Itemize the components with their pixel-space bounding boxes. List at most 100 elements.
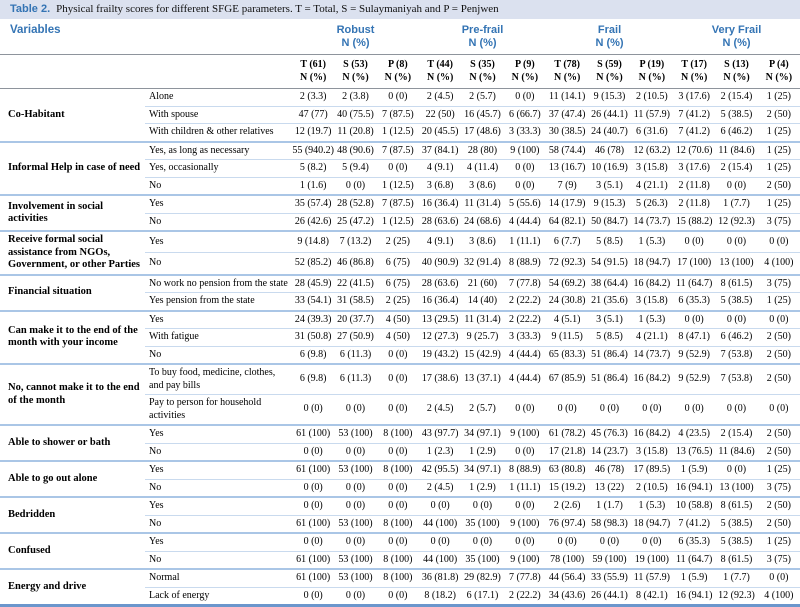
value-cell: 0 (0) xyxy=(461,532,504,551)
value-cell: 53 (100) xyxy=(334,460,377,479)
value-cell: 1 (25) xyxy=(757,292,800,311)
value-cell: 61 (78.2) xyxy=(546,424,589,443)
value-cell: 4 (50) xyxy=(376,328,420,346)
variable-group-label: Confused xyxy=(0,532,145,569)
column-header-top: P (4) xyxy=(768,59,789,70)
value-cell: 2 (10.5) xyxy=(630,478,674,497)
table-row: Yes, occasionally 5 (8.2) 5 (9.4) 0 (0) 4 (9… xyxy=(0,159,800,177)
table-row: With children & other relatives 12 (19.7)… xyxy=(0,123,800,142)
table-row: Informal Help in case of need Yes, as lon… xyxy=(0,140,800,195)
value-cell: 40 (90.9) xyxy=(419,252,462,275)
value-cell: 8 (18.2) xyxy=(419,586,462,606)
value-cell: 3 (17.6) xyxy=(678,91,711,102)
value-cell: 1 (1.7) xyxy=(588,496,631,515)
value-cell: 5 (38.5) xyxy=(715,292,758,311)
value-cell: 0 (0) xyxy=(376,442,420,461)
value-cell: 1 (11.1) xyxy=(503,230,546,253)
value-cell: 38 (64.4) xyxy=(588,273,631,293)
value-cell: 6 (46.2) xyxy=(715,123,758,142)
column-header-4: S (35) N (%) xyxy=(461,54,504,89)
value-cell: 7 (87.5) xyxy=(376,140,420,160)
column-header-10: S (13) N (%) xyxy=(715,54,758,89)
value-cell: 17 (38.6) xyxy=(419,363,462,395)
value-cell: 0 (0) xyxy=(376,159,420,177)
value-cell: 0 (0) xyxy=(376,586,420,606)
value-cell: 1 (7.7) xyxy=(715,568,758,587)
frailty-group-header-frail: Frail N (%) xyxy=(546,19,674,55)
value-cell: 12 (92.3) xyxy=(715,212,758,231)
column-header-top: P (19) xyxy=(639,59,665,70)
row-label: Normal xyxy=(145,568,293,587)
row-label: No xyxy=(145,252,293,275)
value-cell: 17 (48.6) xyxy=(461,123,504,142)
value-cell: 1 (5.3) xyxy=(630,230,674,253)
row-label: No xyxy=(145,176,293,195)
value-cell: 3 (8.6) xyxy=(461,176,504,195)
variable-group-label: Involvement in social activities xyxy=(0,194,145,231)
value-cell: 35 (100) xyxy=(461,514,504,533)
value-cell: 16 (36.4) xyxy=(419,292,462,311)
value-cell: 3 (8.6) xyxy=(461,230,504,253)
value-cell: 11 (31.4) xyxy=(461,309,504,329)
value-cell: 9 (52.9) xyxy=(673,345,716,364)
value-cell: 1 (7.7) xyxy=(715,194,758,213)
value-cell: 17 (89.5) xyxy=(630,460,674,479)
value-cell: 65 (83.3) xyxy=(546,345,589,364)
value-cell: 8 (61.5) xyxy=(715,273,758,293)
value-cell: 4 (23.5) xyxy=(673,424,716,443)
column-header-sub: N (%) xyxy=(299,71,327,83)
value-cell: 0 (0) xyxy=(715,230,758,253)
frailty-group-label: Very Frail xyxy=(711,24,762,36)
value-cell: 0 (0) xyxy=(715,460,758,479)
value-cell: 7 (53.8) xyxy=(715,363,758,395)
value-cell: 0 (0) xyxy=(630,532,674,551)
value-cell: 6 (75) xyxy=(376,252,420,275)
value-cell: 11 (20.8) xyxy=(334,123,377,142)
value-cell: 9 (14.8) xyxy=(292,230,335,253)
value-cell: 0 (0) xyxy=(630,394,674,425)
table-row: No 0 (0) 0 (0) 0 (0) 2 (4.5) 1 (2.9) 1 (11.1) 1… xyxy=(0,478,800,497)
table-row: With spouse 47 (77) 40 (75.5) 7 (87.5) 22 (5… xyxy=(0,105,800,124)
value-cell: 2 (22.2) xyxy=(503,586,546,606)
value-cell: 14 (23.7) xyxy=(588,442,631,461)
value-cell: 2 (50) xyxy=(757,328,800,346)
row-label: No xyxy=(145,212,293,231)
value-cell: 4 (50) xyxy=(376,309,420,329)
column-header-0: T (61) N (%) xyxy=(292,54,335,89)
value-cell: 1 (25) xyxy=(757,532,800,551)
frailty-group-header-pre-frail: Pre-frail N (%) xyxy=(419,19,546,55)
value-cell: 1 (25) xyxy=(757,194,800,213)
value-cell: 9 (100) xyxy=(503,550,546,569)
value-cell: 0 (0) xyxy=(546,394,589,425)
value-cell: 2 (15.4) xyxy=(720,91,753,102)
column-header-top: P (9) xyxy=(514,59,535,70)
value-cell: 28 (52.8) xyxy=(334,194,377,213)
value-cell: 0 (0) xyxy=(503,394,546,425)
value-cell: 78 (100) xyxy=(546,550,589,569)
value-cell: 45 (76.3) xyxy=(588,424,631,443)
column-header-1: S (53) N (%) xyxy=(334,54,377,89)
value-cell: 8 (100) xyxy=(376,460,420,479)
value-cell: 24 (39.3) xyxy=(292,309,335,329)
table-row: Receive formal social assistance from NG… xyxy=(0,230,800,275)
value-cell: 0 (0) xyxy=(292,496,335,515)
value-cell: 3 (75) xyxy=(757,478,800,497)
value-cell: 20 (45.5) xyxy=(419,123,462,142)
value-cell: 11 (64.7) xyxy=(673,550,716,569)
value-cell: 12 (70.6) xyxy=(673,140,716,160)
value-cell: 2 (3.8) xyxy=(342,91,369,102)
value-cell: 40 (75.5) xyxy=(334,105,377,124)
value-cell: 12 (19.7) xyxy=(292,123,335,142)
row-label: Yes pension from the state xyxy=(145,292,293,311)
value-cell: 9 (15.3) xyxy=(593,91,626,102)
value-cell: 55 (940.2) xyxy=(292,140,335,160)
value-cell: 2 (2.6) xyxy=(546,496,589,515)
value-cell: 1 (2.3) xyxy=(419,442,462,461)
variable-group-label: Financial situation xyxy=(0,273,145,311)
value-cell: 3 (75) xyxy=(757,273,800,293)
column-header-top: S (13) xyxy=(724,59,749,70)
column-header-7: S (59) N (%) xyxy=(588,54,631,89)
frailty-group-sublabel: N (%) xyxy=(722,37,751,49)
row-label: Pay to person for household activities xyxy=(145,394,293,425)
value-cell: 1 (25) xyxy=(757,123,800,142)
